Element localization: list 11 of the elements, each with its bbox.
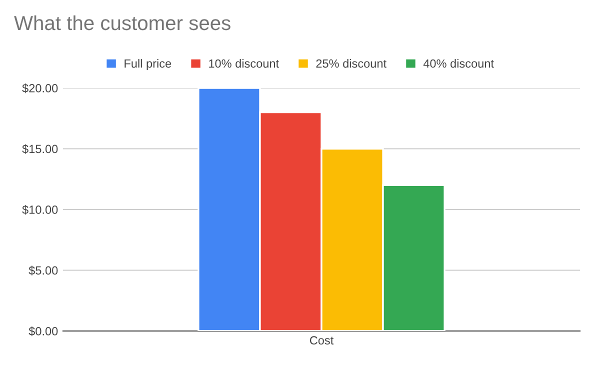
chart-title: What the customer sees	[14, 15, 230, 30]
y-tick-label: $20.00	[22, 84, 58, 94]
y-tick-label: $15.00	[22, 144, 58, 154]
y-tick-label: $0.00	[28, 326, 58, 336]
legend-label: 25% discount	[316, 59, 386, 68]
y-tick-label: $10.00	[22, 205, 58, 215]
legend-label: 40% discount	[423, 59, 494, 68]
legend-label: 10% discount	[209, 59, 279, 68]
x-tick-label: Cost	[310, 336, 334, 345]
legend-label: Full price	[124, 59, 172, 70]
y-tick-label: $5.00	[28, 266, 58, 276]
